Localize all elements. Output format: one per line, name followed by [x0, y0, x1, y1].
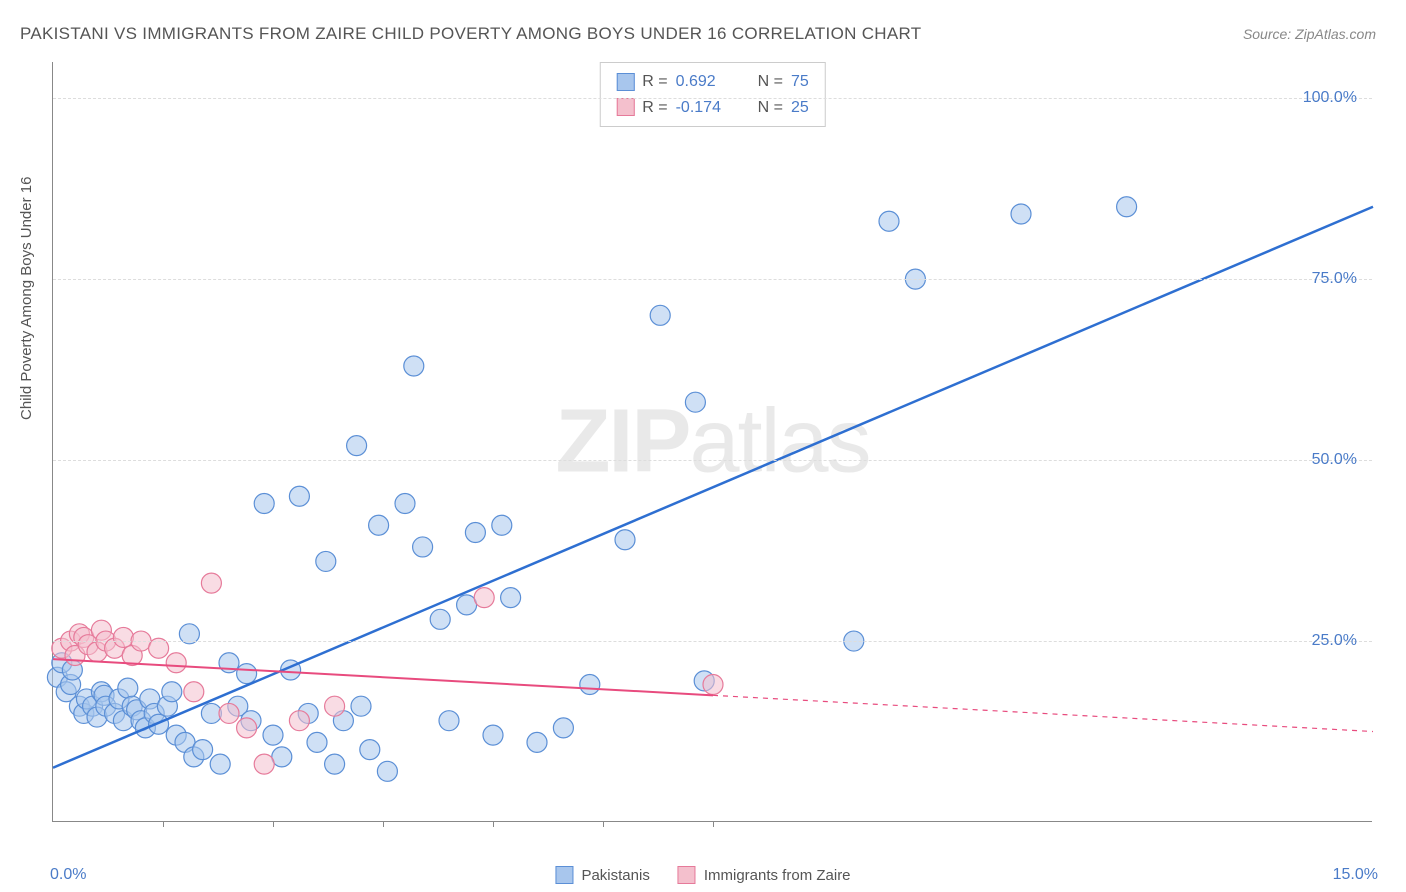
plot-area: ZIPatlas R = 0.692 N = 75 R = -0.174 N =… — [52, 62, 1372, 822]
data-point — [254, 754, 274, 774]
data-point — [289, 711, 309, 731]
data-point — [413, 537, 433, 557]
data-point — [703, 674, 723, 694]
y-tick-label: 50.0% — [1312, 451, 1357, 469]
data-point — [347, 436, 367, 456]
x-tick-label-min: 0.0% — [50, 866, 86, 884]
legend-label-2: Immigrants from Zaire — [704, 867, 851, 884]
data-point — [113, 627, 133, 647]
swatch-bottom-1 — [555, 866, 573, 884]
data-point — [149, 714, 169, 734]
bottom-legend: Pakistanis Immigrants from Zaire — [555, 866, 850, 884]
data-point — [237, 718, 257, 738]
gridline — [53, 460, 1372, 461]
source-attribution: Source: ZipAtlas.com — [1243, 26, 1376, 42]
data-point — [237, 664, 257, 684]
data-point — [615, 530, 635, 550]
data-point — [201, 703, 221, 723]
data-point — [307, 732, 327, 752]
data-point — [325, 754, 345, 774]
y-tick-label: 75.0% — [1312, 270, 1357, 288]
data-point — [360, 740, 380, 760]
data-point — [325, 696, 345, 716]
y-tick-label: 100.0% — [1303, 89, 1357, 107]
data-point — [395, 494, 415, 514]
chart-svg — [53, 62, 1372, 821]
data-point — [377, 761, 397, 781]
gridline — [53, 279, 1372, 280]
data-point — [210, 754, 230, 774]
swatch-bottom-2 — [678, 866, 696, 884]
data-point — [404, 356, 424, 376]
data-point — [289, 486, 309, 506]
x-tick — [273, 821, 274, 827]
data-point — [162, 682, 182, 702]
data-point — [501, 588, 521, 608]
x-tick — [713, 821, 714, 827]
gridline — [53, 98, 1372, 99]
legend-label-1: Pakistanis — [581, 867, 649, 884]
data-point — [465, 522, 485, 542]
data-point — [184, 682, 204, 702]
data-point — [527, 732, 547, 752]
x-tick — [603, 821, 604, 827]
x-tick-label-max: 15.0% — [1333, 866, 1378, 884]
data-point — [166, 653, 186, 673]
x-tick — [163, 821, 164, 827]
x-tick — [383, 821, 384, 827]
data-point — [430, 609, 450, 629]
legend-item-2: Immigrants from Zaire — [678, 866, 851, 884]
data-point — [492, 515, 512, 535]
legend-item-1: Pakistanis — [555, 866, 649, 884]
data-point — [369, 515, 389, 535]
data-point — [351, 696, 371, 716]
data-point — [553, 718, 573, 738]
data-point — [1117, 197, 1137, 217]
data-point — [879, 211, 899, 231]
data-point — [439, 711, 459, 731]
data-point — [316, 551, 336, 571]
data-point — [483, 725, 503, 745]
data-point — [474, 588, 494, 608]
data-point — [650, 305, 670, 325]
x-tick — [493, 821, 494, 827]
data-point — [263, 725, 283, 745]
chart-title: PAKISTANI VS IMMIGRANTS FROM ZAIRE CHILD… — [20, 24, 921, 44]
data-point — [118, 678, 138, 698]
data-point — [580, 674, 600, 694]
gridline — [53, 641, 1372, 642]
data-point — [685, 392, 705, 412]
y-tick-label: 25.0% — [1312, 632, 1357, 650]
y-axis-label: Child Poverty Among Boys Under 16 — [18, 177, 35, 420]
data-point — [254, 494, 274, 514]
data-point — [457, 595, 477, 615]
data-point — [272, 747, 292, 767]
data-point — [219, 703, 239, 723]
data-point — [201, 573, 221, 593]
data-point — [1011, 204, 1031, 224]
data-point — [193, 740, 213, 760]
